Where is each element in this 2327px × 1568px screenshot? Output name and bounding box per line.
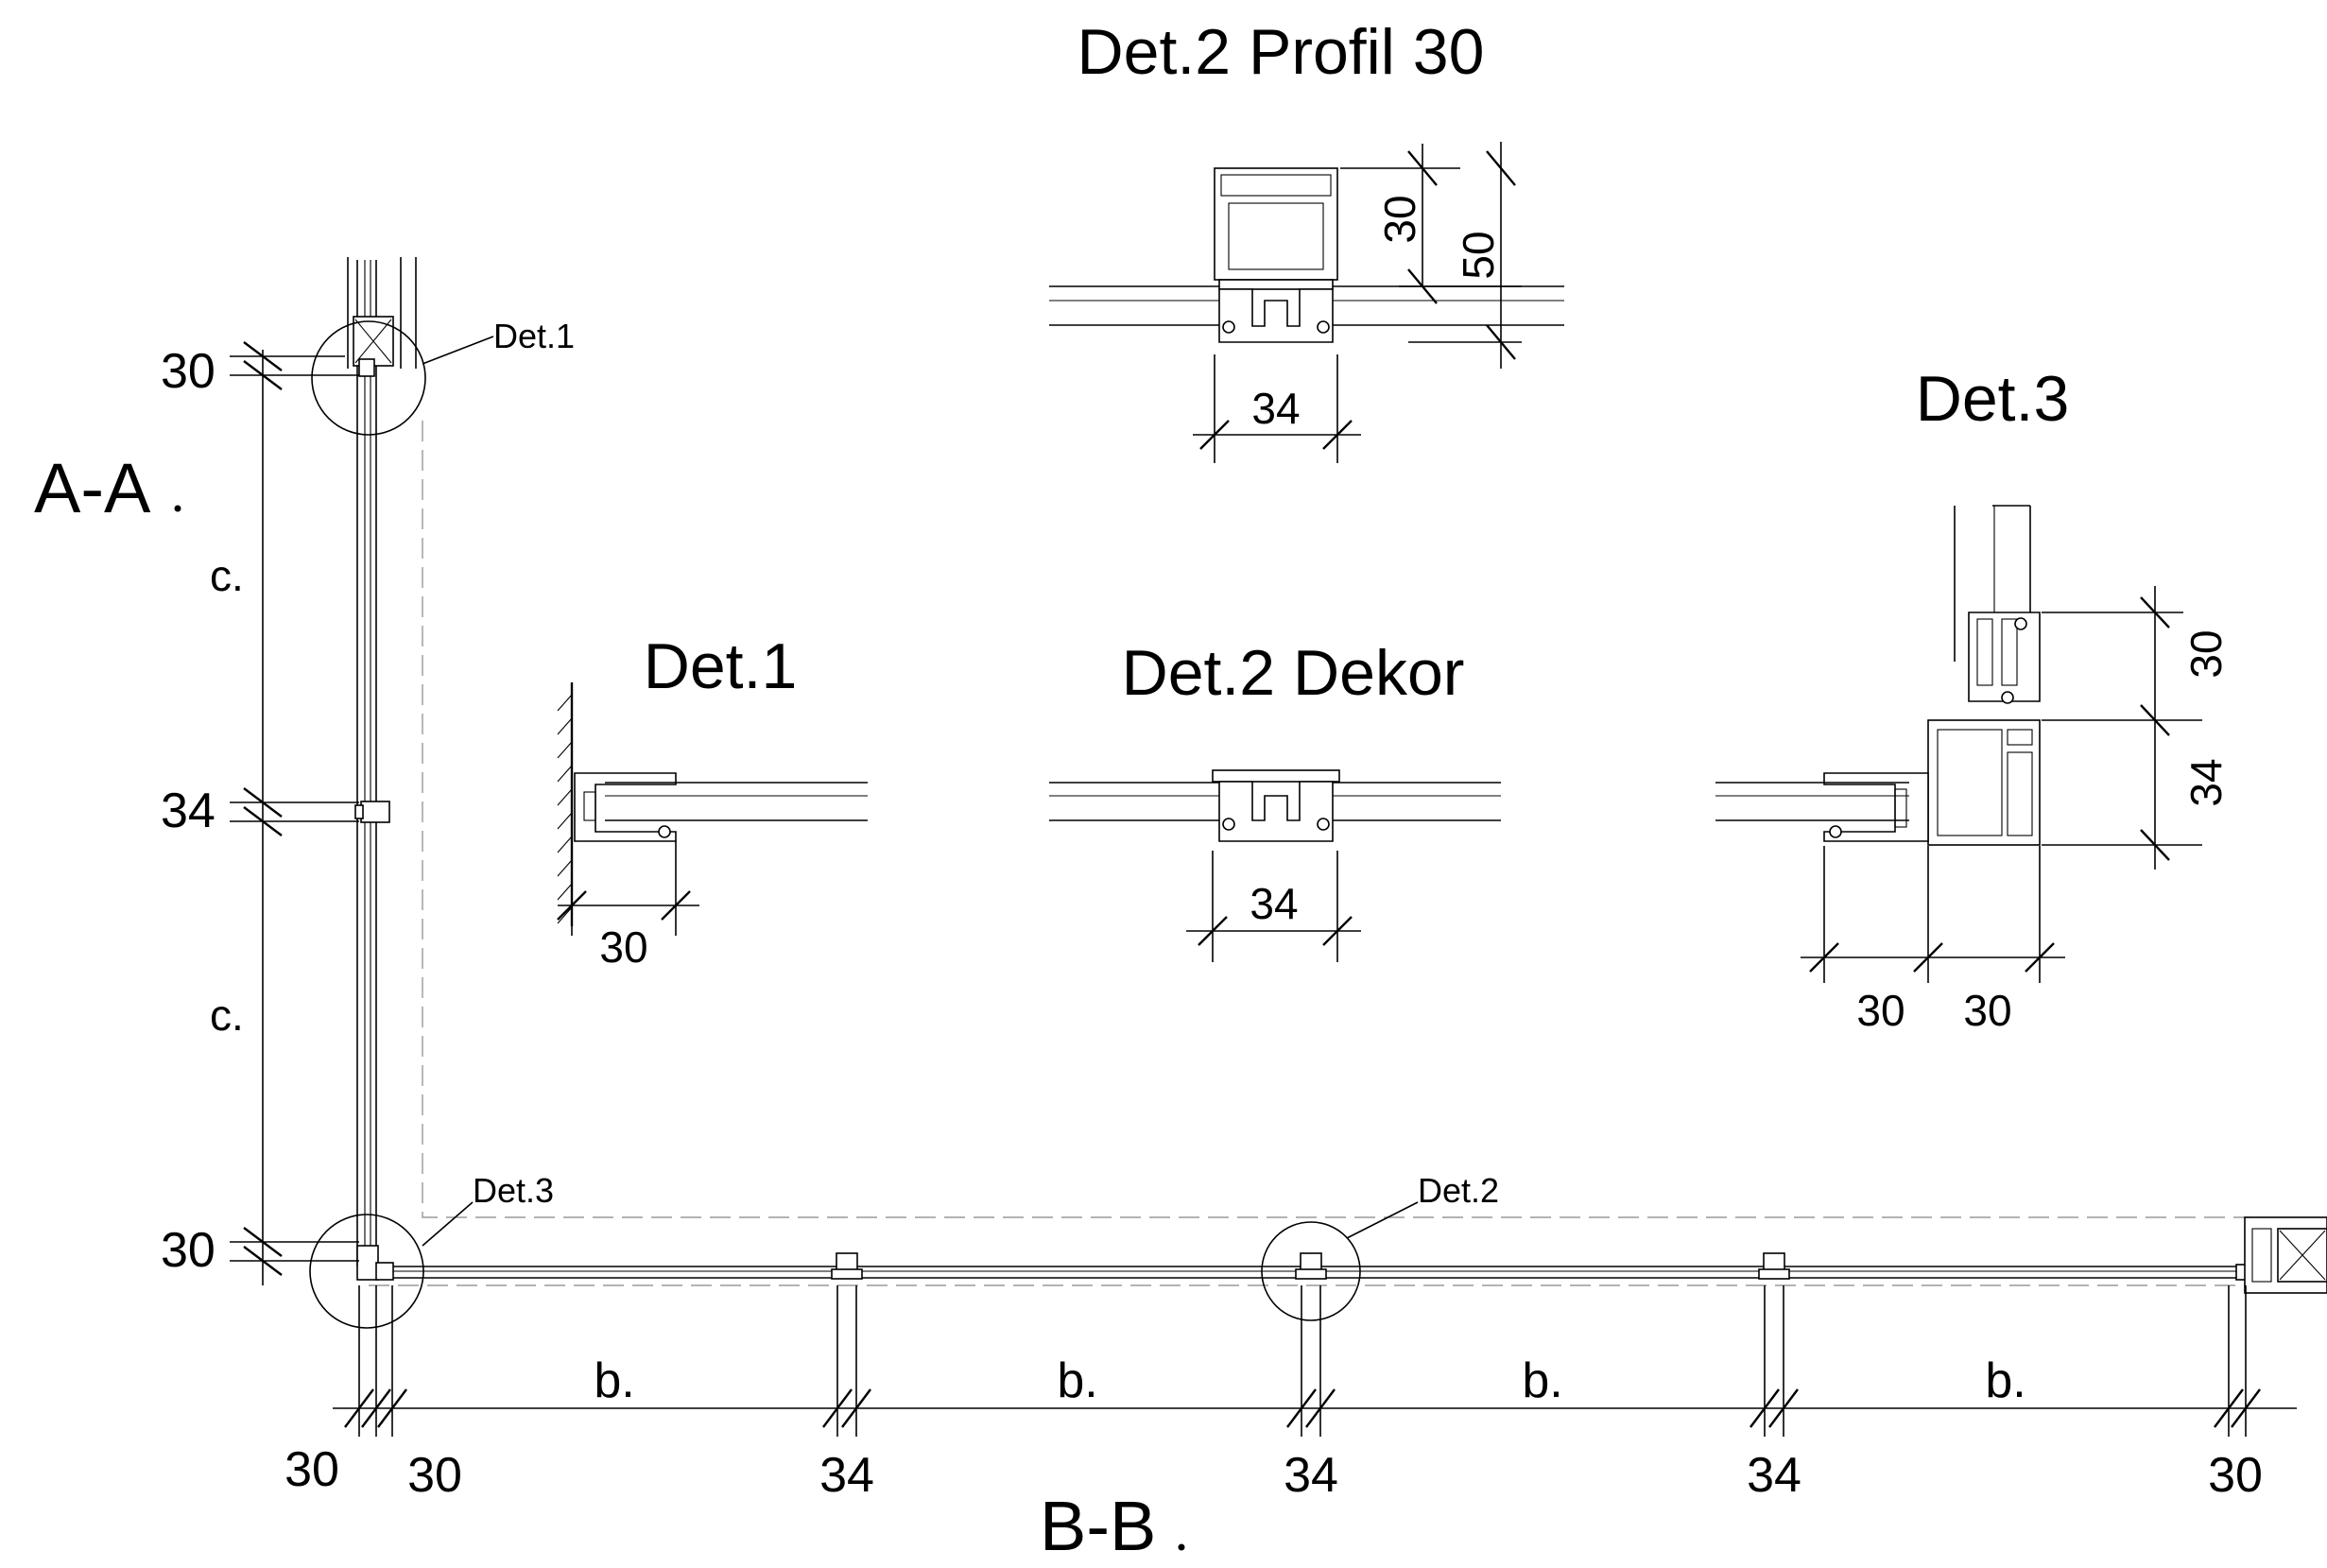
- left-dim-top: 30: [161, 344, 215, 399]
- title-det1: Det.1: [644, 630, 798, 702]
- bottom-dim-b2: b.: [1057, 1353, 1097, 1408]
- det3-dim-w1: 30: [1856, 986, 1905, 1035]
- section-label-bb: B-B: [1040, 1487, 1185, 1565]
- det3-dim-w2: 30: [1963, 986, 2011, 1035]
- bottom-dim-34b: 34: [1284, 1448, 1338, 1503]
- left-dimension-chain: [230, 341, 359, 1285]
- section-label-aa: A-A: [34, 449, 181, 527]
- bottom-dim-34c: 34: [1747, 1448, 1801, 1503]
- detail-det1: [557, 682, 868, 936]
- det1-dim-w: 30: [599, 922, 647, 972]
- bottom-dim-34a: 34: [819, 1448, 874, 1503]
- title-det2-profil: Det.2 Profil 30: [1077, 16, 1485, 88]
- det2-dekor-dim-w: 34: [1250, 879, 1298, 928]
- det2-profil-dim-h50: 50: [1454, 231, 1503, 279]
- left-dim-c-lower: c.: [210, 991, 244, 1040]
- bottom-dimension-chain: [333, 1285, 2297, 1437]
- det2-profil-dim-h30: 30: [1375, 195, 1424, 243]
- plan-view: [309, 257, 2327, 1329]
- title-det3: Det.3: [1916, 363, 2070, 435]
- det3-dim-h34: 34: [2181, 758, 2231, 806]
- bottom-dim-b1: b.: [594, 1353, 634, 1408]
- bottom-dim-30b: 30: [407, 1448, 462, 1503]
- bottom-dim-b4: b.: [1985, 1353, 2025, 1408]
- detail-det3: [1715, 505, 2202, 983]
- title-det2-dekor: Det.2 Dekor: [1122, 637, 1465, 709]
- bottom-dim-b3: b.: [1522, 1353, 1562, 1408]
- bottom-dim-30a: 30: [284, 1442, 339, 1497]
- svg-text:B-B: B-B: [1040, 1487, 1156, 1565]
- det2-profil-dim-w: 34: [1251, 384, 1300, 433]
- callout-det2: Det.2: [1418, 1171, 1499, 1210]
- callout-det3: Det.3: [473, 1171, 554, 1210]
- svg-text:A-A: A-A: [34, 449, 151, 527]
- left-dim-c-upper: c.: [210, 551, 244, 600]
- detail-det2-dekor: [1049, 769, 1501, 962]
- left-dim-mid: 34: [161, 784, 215, 838]
- callout-det1: Det.1: [493, 317, 575, 355]
- det3-dim-h30: 30: [2181, 629, 2231, 678]
- detail-det2-profil: [1049, 142, 1564, 463]
- bottom-dim-30c: 30: [2208, 1448, 2263, 1503]
- left-dim-bottom: 30: [161, 1223, 215, 1278]
